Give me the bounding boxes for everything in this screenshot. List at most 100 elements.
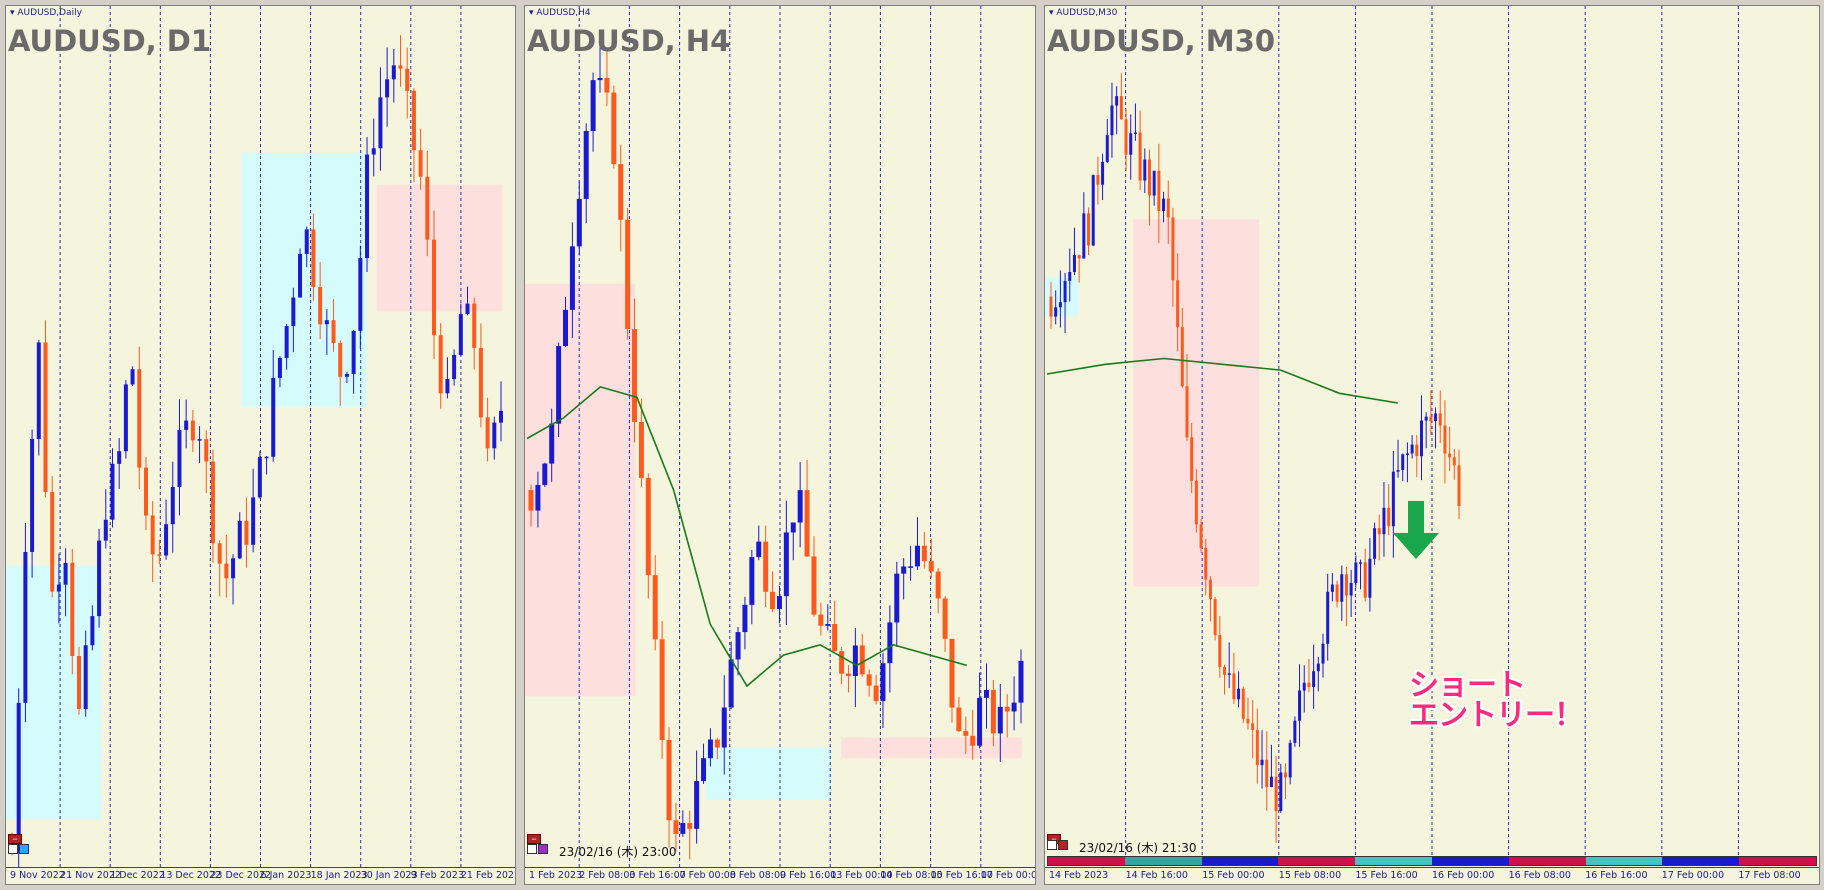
pane-tab-d1[interactable]: ▾ AUDUSD,Daily (10, 8, 82, 18)
candle-body (1288, 742, 1292, 778)
candle-body (859, 645, 865, 675)
candle-body (190, 420, 195, 441)
candle-body (1143, 159, 1147, 181)
candle-body (398, 65, 403, 69)
candle-body (23, 551, 28, 703)
time-axis-label: 23 Dec 2022 (210, 870, 272, 881)
candle-body (123, 384, 128, 452)
candle-body (735, 632, 741, 660)
candle-body (458, 314, 463, 355)
time-axis-label: 8 Feb 08:00 (729, 870, 787, 881)
chart-pane-m30[interactable]: ▾ AUDUSD,M30 AUDUSD, M30 − 23/02/16 (木) … (1044, 5, 1820, 885)
candle-body (1218, 635, 1222, 668)
candle-body (1307, 682, 1311, 688)
pane-tab-h4[interactable]: ▾ AUDUSD,H4 (529, 8, 591, 18)
time-axis-label: 7 Feb 00:00 (679, 870, 736, 881)
candle-body (569, 246, 575, 310)
candle-body (1058, 302, 1062, 308)
candle-body (197, 439, 202, 441)
session-strip (1047, 856, 1817, 866)
candle-body (418, 150, 423, 177)
mouse-icon[interactable] (8, 843, 18, 854)
candle-body (432, 239, 437, 336)
candle-body (1166, 198, 1170, 218)
candle-body (1415, 444, 1419, 457)
candle-body (1377, 528, 1381, 535)
chart-mode-icon[interactable] (1058, 839, 1068, 850)
pane-tools-h4 (527, 840, 549, 858)
candle-body (1255, 729, 1259, 766)
candle-body (1457, 465, 1461, 506)
candle-body (790, 522, 796, 533)
candle-body (277, 357, 282, 378)
candle-body (385, 79, 390, 98)
candle-body (472, 303, 477, 348)
mouse-icon[interactable] (1047, 839, 1057, 850)
candle-body (638, 421, 644, 478)
candle-body (632, 329, 638, 422)
candle-body (445, 379, 450, 394)
chart-pane-d1[interactable]: ▾ AUDUSD,Daily AUDUSD, D1 − 9 Nov 2022 21… (5, 5, 516, 885)
zone-pink (525, 283, 636, 697)
candle-body (1269, 776, 1273, 788)
time-axis-label: 16 Feb 00:00 (1432, 870, 1495, 881)
mouse-icon[interactable] (527, 843, 537, 854)
chart-mode-icon[interactable] (19, 843, 29, 854)
pane-tools-m30 (1047, 836, 1069, 854)
candle-body (338, 343, 343, 377)
candle-body (1298, 690, 1302, 721)
candle-body (298, 253, 303, 298)
candle-body (707, 739, 713, 759)
candle-body (1101, 161, 1105, 185)
pane-tab-m30[interactable]: ▾ AUDUSD,M30 (1049, 8, 1118, 18)
chevron-down-icon: ▾ (10, 8, 18, 18)
candle-body (583, 130, 589, 199)
candle-body (1316, 663, 1320, 672)
candle-body (150, 515, 155, 555)
pane-tools-d1 (8, 840, 30, 858)
time-axis-label: 14 Feb 08:00 (880, 870, 943, 881)
candle-body (1443, 425, 1447, 454)
candle-body (977, 697, 983, 746)
candle-body (452, 354, 457, 380)
candle-body (756, 541, 762, 558)
candle-body (590, 80, 596, 131)
candle-body (478, 347, 483, 418)
chart-pane-h4[interactable]: ▾ AUDUSD,H4 AUDUSD, H4 − 23/02/16 (木) 23… (524, 5, 1036, 885)
candle-body (935, 571, 941, 599)
candle-body (63, 562, 68, 585)
arrow-head (1393, 533, 1439, 559)
time-axis-label: 21 Nov 2022 (60, 870, 121, 881)
candle-body (237, 520, 242, 559)
candle-body (177, 429, 182, 487)
candle-body (1152, 170, 1156, 196)
chart-mode-icon[interactable] (538, 843, 548, 854)
collapse-button-h4[interactable]: − (527, 834, 541, 844)
candle-body (1429, 416, 1433, 422)
candle-body (1162, 198, 1166, 212)
candle-body (535, 484, 541, 511)
candle-body (344, 373, 349, 377)
time-axis-label: 3 Feb 16:00 (629, 870, 686, 881)
session-segment (1508, 857, 1586, 865)
candle-body (378, 97, 383, 149)
candle-body (83, 645, 88, 710)
candle-body (694, 781, 700, 829)
candle-body (1208, 579, 1212, 600)
candle-body (673, 820, 679, 834)
candle-body (1349, 582, 1353, 596)
time-axis-label: 15 Feb 00:00 (1202, 870, 1265, 881)
candle-body (411, 90, 416, 151)
session-segment (1048, 857, 1125, 865)
candle-body (1405, 453, 1409, 455)
candle-body (291, 297, 296, 327)
candle-body (1091, 175, 1095, 246)
candle-body (542, 463, 548, 485)
candle-body (224, 563, 229, 579)
chart-svg-d1 (6, 6, 503, 871)
collapse-button-d1[interactable]: − (8, 834, 22, 844)
candle-body (257, 456, 262, 498)
time-axis-label: 1 Feb 2023 (529, 870, 583, 881)
candle-body (103, 519, 108, 541)
chevron-down-icon: ▾ (1049, 8, 1057, 18)
